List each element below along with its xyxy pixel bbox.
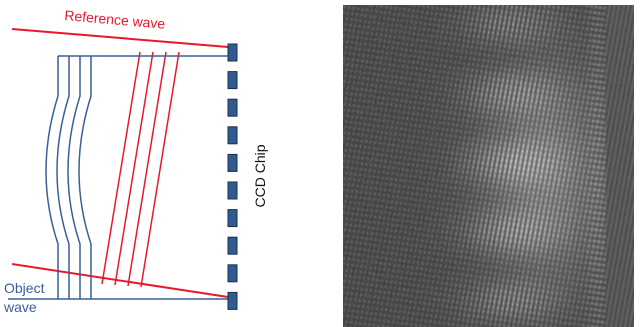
holography-setup-diagram: Reference wave Object wave CCD Chip — [3, 7, 268, 315]
object-wavefront — [67, 56, 81, 299]
ccd-pixel — [227, 264, 238, 283]
reference-wavefronts — [101, 51, 180, 288]
object-wavefront — [78, 56, 92, 299]
object-wavefront — [45, 56, 59, 299]
ccd-pixel — [227, 209, 238, 228]
ccd-pixel — [227, 126, 238, 145]
object-wave-label-line1: Object — [4, 280, 45, 296]
ccd-pixel — [227, 71, 238, 90]
reference-wavefront — [114, 51, 154, 286]
reference-wave-label: Reference wave — [64, 7, 166, 32]
object-wavefront — [56, 56, 70, 299]
ccd-pixel — [227, 291, 238, 310]
ccd-chip-label: CCD Chip — [252, 144, 268, 207]
ccd-pixel — [227, 181, 238, 200]
ccd-pixel — [227, 98, 238, 117]
ccd-chip — [227, 43, 238, 310]
reference-ray-bottom — [11, 263, 229, 298]
reference-ray-top — [11, 28, 229, 48]
hologram-image — [343, 5, 634, 327]
reference-wavefront — [127, 51, 167, 287]
ccd-pixel — [227, 153, 238, 172]
object-wave-label-line2: wave — [3, 299, 37, 315]
reference-wavefront — [101, 51, 141, 285]
object-wavefronts — [45, 56, 92, 299]
ccd-pixel — [227, 43, 238, 62]
ccd-pixel — [227, 236, 238, 255]
reference-wavefront — [140, 51, 180, 288]
